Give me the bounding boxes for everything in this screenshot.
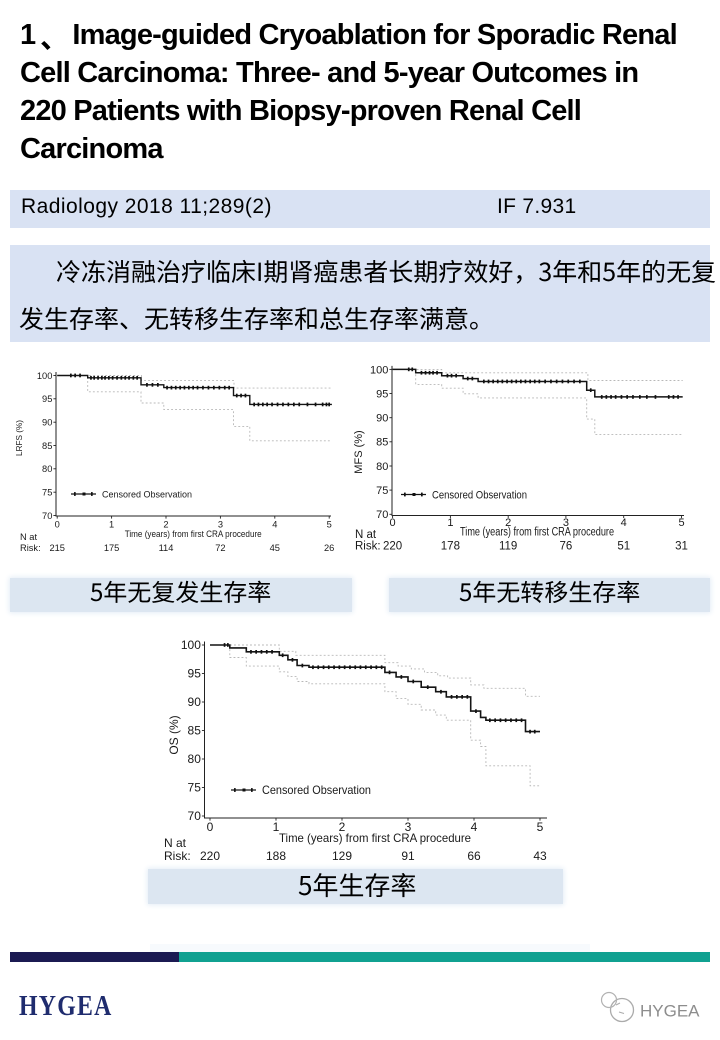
svg-text:100: 100 xyxy=(370,364,388,376)
svg-text:51: 51 xyxy=(617,541,630,553)
svg-text:66: 66 xyxy=(467,849,481,863)
svg-text:129: 129 xyxy=(332,849,352,863)
svg-text:4: 4 xyxy=(621,517,627,529)
svg-text:N at: N at xyxy=(355,529,377,541)
svg-text:4: 4 xyxy=(272,520,277,530)
svg-text:3: 3 xyxy=(563,517,569,529)
svg-text:215: 215 xyxy=(49,543,65,553)
svg-text:5: 5 xyxy=(537,820,544,834)
svg-text:LRFS (%): LRFS (%) xyxy=(15,420,24,456)
svg-text:0: 0 xyxy=(390,517,396,529)
svg-text:Risk:: Risk: xyxy=(20,543,41,553)
svg-text:80: 80 xyxy=(376,461,388,473)
svg-text:175: 175 xyxy=(104,543,120,553)
svg-text:95: 95 xyxy=(42,394,52,404)
svg-text:80: 80 xyxy=(188,752,202,766)
svg-text:Time (years) from first CRA pr: Time (years) from first CRA procedure xyxy=(460,527,614,539)
svg-text:N at: N at xyxy=(20,532,37,542)
svg-text:95: 95 xyxy=(188,667,202,681)
svg-text:Time (years) from first CRA pr: Time (years) from first CRA procedure xyxy=(125,529,262,539)
svg-text:Censored Observation: Censored Observation xyxy=(102,489,192,500)
svg-text:Risk:: Risk: xyxy=(355,541,381,553)
svg-text:114: 114 xyxy=(159,543,174,553)
svg-text:0: 0 xyxy=(207,820,214,834)
svg-text:Censored Observation: Censored Observation xyxy=(432,489,527,501)
svg-text:80: 80 xyxy=(42,464,52,474)
svg-text:HYGEA: HYGEA xyxy=(640,1002,700,1021)
svg-text:31: 31 xyxy=(675,541,688,553)
svg-text:178: 178 xyxy=(441,541,460,553)
svg-text:188: 188 xyxy=(266,849,286,863)
svg-text:85: 85 xyxy=(376,437,388,449)
svg-text:43: 43 xyxy=(533,849,547,863)
svg-text:90: 90 xyxy=(42,417,52,427)
svg-text:100: 100 xyxy=(37,371,53,381)
svg-text:75: 75 xyxy=(188,781,202,795)
svg-text:N at: N at xyxy=(164,836,187,850)
svg-text:Censored Observation: Censored Observation xyxy=(262,783,371,797)
svg-text:1: 1 xyxy=(447,517,453,529)
svg-text:3: 3 xyxy=(218,520,223,530)
svg-text:4: 4 xyxy=(471,820,478,834)
svg-text:220: 220 xyxy=(383,541,402,553)
svg-text:2: 2 xyxy=(163,520,168,530)
svg-text:90: 90 xyxy=(188,695,202,709)
svg-text:45: 45 xyxy=(270,543,280,553)
svg-text:95: 95 xyxy=(376,388,388,400)
svg-text:70: 70 xyxy=(188,809,202,823)
svg-text:76: 76 xyxy=(560,541,573,553)
svg-text:85: 85 xyxy=(42,441,52,451)
svg-text:75: 75 xyxy=(42,487,52,497)
svg-text:0: 0 xyxy=(55,520,60,530)
svg-text:OS (%): OS (%) xyxy=(167,715,181,754)
svg-text:2: 2 xyxy=(339,820,346,834)
svg-text:70: 70 xyxy=(376,509,388,521)
svg-text:5: 5 xyxy=(678,517,684,529)
svg-text:1: 1 xyxy=(109,520,114,530)
svg-text:90: 90 xyxy=(376,413,388,425)
svg-text:72: 72 xyxy=(215,543,225,553)
svg-text:220: 220 xyxy=(200,849,220,863)
svg-text:85: 85 xyxy=(188,724,202,738)
svg-text:3: 3 xyxy=(405,820,412,834)
svg-text:5: 5 xyxy=(327,520,332,530)
svg-text:MFS (%): MFS (%) xyxy=(353,430,365,473)
svg-text:1: 1 xyxy=(273,820,280,834)
svg-text:100: 100 xyxy=(181,638,201,652)
svg-text:119: 119 xyxy=(499,541,517,553)
svg-text:Risk:: Risk: xyxy=(164,849,191,863)
svg-text:75: 75 xyxy=(376,485,388,497)
svg-text:70: 70 xyxy=(42,511,52,521)
svg-text:26: 26 xyxy=(324,543,334,553)
svg-text:2: 2 xyxy=(505,517,511,529)
svg-text:91: 91 xyxy=(401,849,415,863)
svg-text:Time (years) from first CRA pr: Time (years) from first CRA procedure xyxy=(279,831,471,845)
